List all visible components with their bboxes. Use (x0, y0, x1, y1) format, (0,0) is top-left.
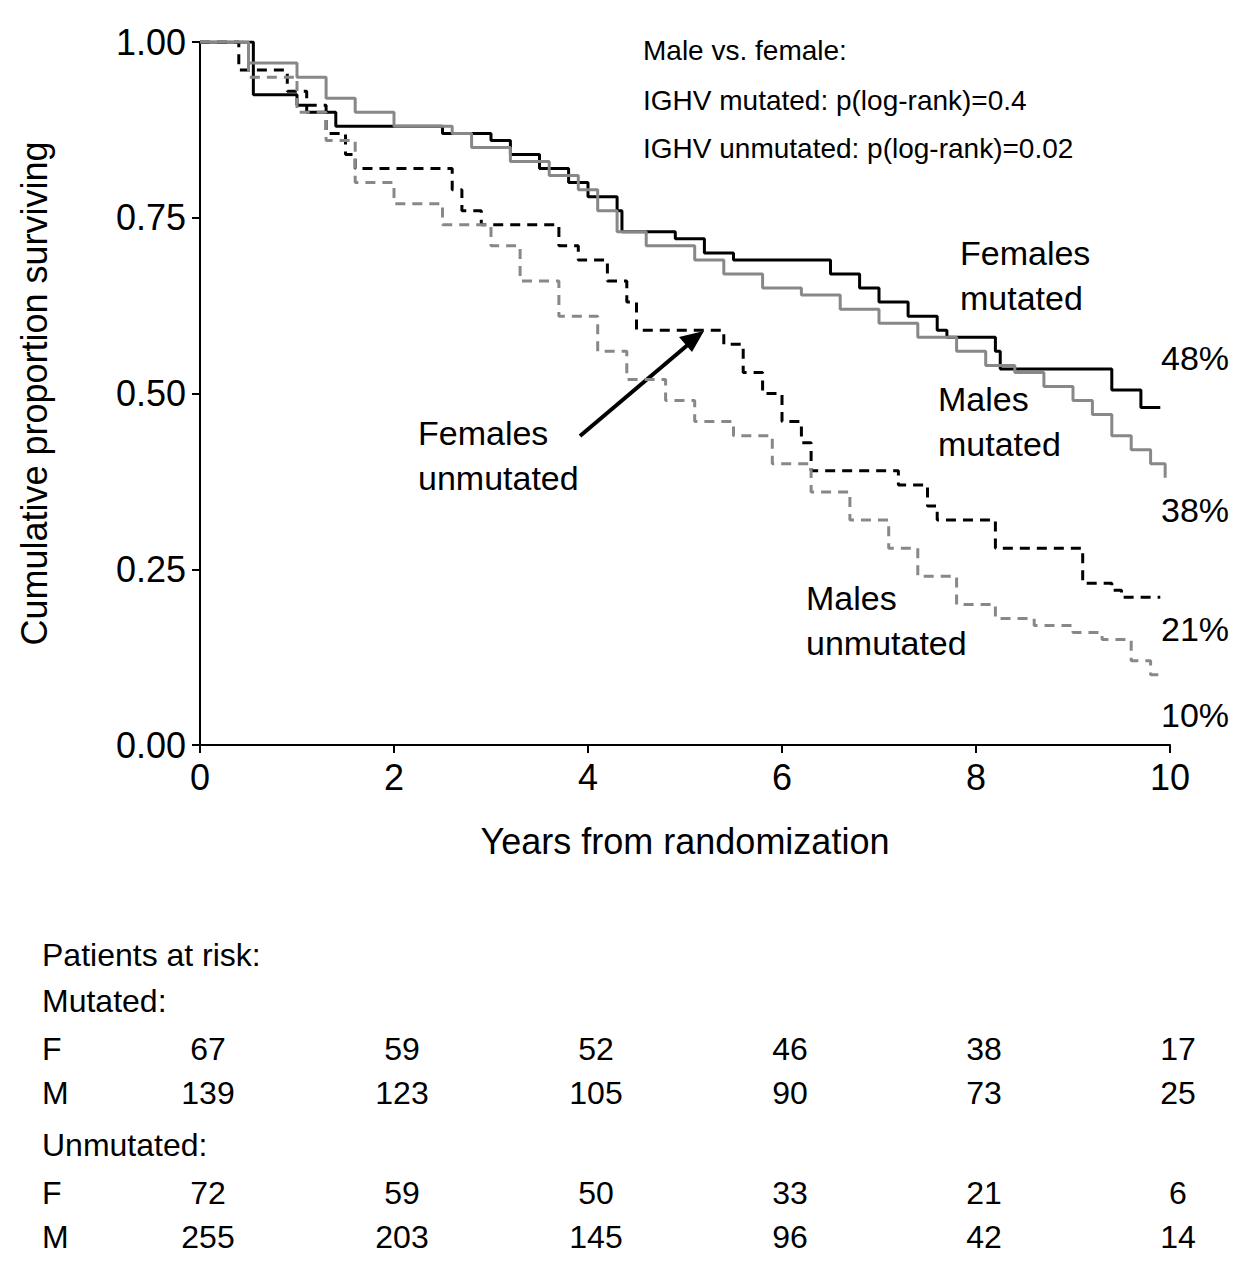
svg-text:Females: Females (418, 414, 548, 452)
svg-text:72: 72 (190, 1175, 226, 1211)
svg-text:67: 67 (190, 1031, 226, 1067)
svg-text:96: 96 (772, 1219, 808, 1255)
svg-text:unmutated: unmutated (806, 624, 967, 662)
svg-text:42: 42 (966, 1219, 1002, 1255)
svg-text:145: 145 (569, 1219, 622, 1255)
svg-text:0.00: 0.00 (116, 725, 186, 766)
svg-text:6: 6 (772, 757, 792, 798)
svg-text:Mutated:: Mutated: (42, 983, 167, 1019)
svg-text:0: 0 (190, 757, 210, 798)
svg-text:123: 123 (375, 1075, 428, 1111)
svg-text:105: 105 (569, 1075, 622, 1111)
svg-text:Cumulative proportion survivin: Cumulative proportion surviving (14, 141, 55, 645)
svg-text:139: 139 (181, 1075, 234, 1111)
svg-text:M: M (42, 1219, 69, 1255)
svg-text:2: 2 (384, 757, 404, 798)
svg-text:Males: Males (938, 380, 1029, 418)
svg-text:6: 6 (1169, 1175, 1187, 1211)
svg-text:M: M (42, 1075, 69, 1111)
svg-text:73: 73 (966, 1075, 1002, 1111)
svg-text:Females: Females (960, 234, 1090, 272)
svg-text:38%: 38% (1161, 491, 1229, 529)
svg-text:Unmutated:: Unmutated: (42, 1127, 207, 1163)
svg-text:14: 14 (1160, 1219, 1196, 1255)
svg-text:48%: 48% (1161, 339, 1229, 377)
svg-text:33: 33 (772, 1175, 808, 1211)
svg-text:mutated: mutated (960, 279, 1083, 317)
svg-text:IGHV mutated: p(log-rank)=0.4: IGHV mutated: p(log-rank)=0.4 (643, 85, 1027, 116)
svg-text:0.75: 0.75 (116, 197, 186, 238)
svg-text:0.25: 0.25 (116, 549, 186, 590)
svg-text:4: 4 (578, 757, 598, 798)
svg-text:52: 52 (578, 1031, 614, 1067)
svg-text:90: 90 (772, 1075, 808, 1111)
svg-text:Patients at risk:: Patients at risk: (42, 937, 261, 973)
svg-text:0.50: 0.50 (116, 373, 186, 414)
svg-text:10: 10 (1150, 757, 1190, 798)
svg-text:203: 203 (375, 1219, 428, 1255)
svg-text:mutated: mutated (938, 425, 1061, 463)
svg-text:21: 21 (966, 1175, 1002, 1211)
svg-text:46: 46 (772, 1031, 808, 1067)
svg-text:38: 38 (966, 1031, 1002, 1067)
svg-text:59: 59 (384, 1031, 420, 1067)
svg-text:1.00: 1.00 (116, 22, 186, 63)
svg-text:8: 8 (966, 757, 986, 798)
svg-text:25: 25 (1160, 1075, 1196, 1111)
svg-text:59: 59 (384, 1175, 420, 1211)
svg-text:Male vs. female:: Male vs. female: (643, 35, 847, 66)
svg-text:Males: Males (806, 579, 897, 617)
svg-text:Years from randomization: Years from randomization (481, 821, 890, 862)
svg-text:21%: 21% (1161, 610, 1229, 648)
svg-text:17: 17 (1160, 1031, 1196, 1067)
svg-text:IGHV unmutated: p(log-rank)=0.: IGHV unmutated: p(log-rank)=0.02 (643, 133, 1073, 164)
svg-text:10%: 10% (1161, 696, 1229, 734)
svg-text:F: F (42, 1031, 62, 1067)
svg-text:50: 50 (578, 1175, 614, 1211)
svg-text:unmutated: unmutated (418, 459, 579, 497)
svg-text:F: F (42, 1175, 62, 1211)
svg-text:255: 255 (181, 1219, 234, 1255)
